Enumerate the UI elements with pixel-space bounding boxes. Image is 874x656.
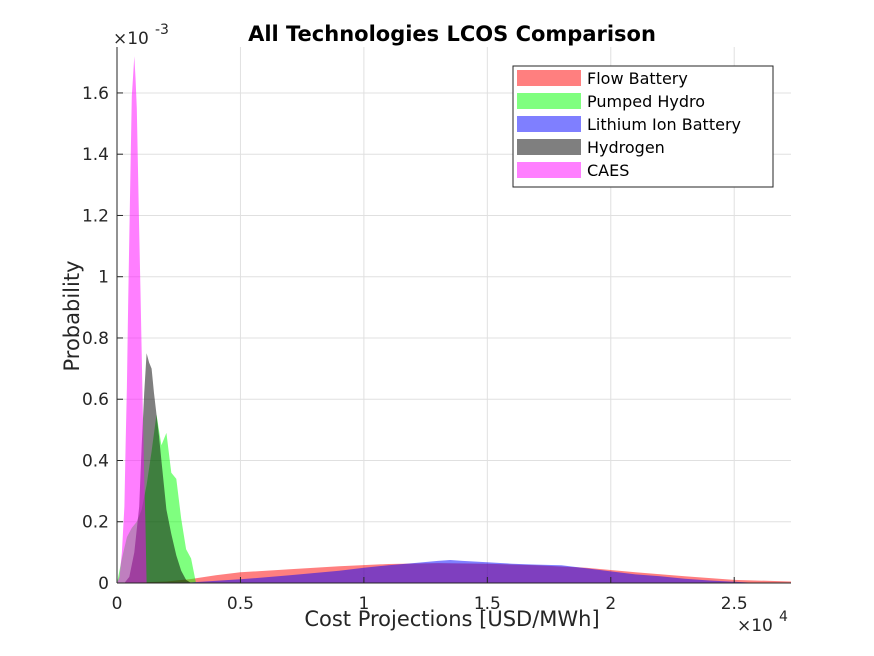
- series-area-lithium-ion-battery: [117, 560, 759, 583]
- y-tick-label: 1.6: [82, 84, 109, 104]
- series-area-caes: [117, 56, 147, 583]
- x-tick-label: 2.5: [721, 594, 748, 614]
- axes: [116, 47, 791, 584]
- y-tick-label: 0: [98, 574, 109, 594]
- legend-label-flow-battery: Flow Battery: [587, 69, 688, 88]
- x-multiplier: ×10: [737, 616, 773, 636]
- legend-swatch-caes: [517, 162, 581, 178]
- legend-label-hydrogen: Hydrogen: [587, 138, 665, 157]
- legend-swatch-hydrogen: [517, 139, 581, 155]
- y-tick-label: 1: [98, 268, 109, 288]
- y-axis-label: Probability: [60, 260, 84, 371]
- y-ticks: 0 0.2 0.4 0.6 0.8 1 1.2 1.4 1.6: [82, 84, 123, 594]
- x-tick-label: 0.5: [227, 594, 254, 614]
- x-ticks: 0 0.5 1 1.5 2 2.5: [112, 577, 748, 614]
- legend-label-lithium-ion-battery: Lithium Ion Battery: [587, 115, 741, 134]
- x-exponent: 4: [779, 609, 788, 625]
- legend-swatch-pumped-hydro: [517, 93, 581, 109]
- y-exponent-label: ×10 -3: [113, 22, 169, 49]
- x-exponent-label: ×10 4: [737, 609, 788, 636]
- legend-items: Flow Battery Pumped Hydro Lithium Ion Batt…: [517, 69, 741, 180]
- y-exponent: -3: [155, 22, 169, 38]
- y-tick-label: 0.6: [82, 390, 109, 410]
- x-axis-label: Cost Projections [USD/MWh]: [304, 607, 599, 631]
- y-multiplier: ×10: [113, 29, 149, 49]
- x-tick-label: 1: [358, 594, 369, 614]
- series-layer: [117, 56, 791, 583]
- x-tick-label: 2: [605, 594, 616, 614]
- y-tick-label: 0.8: [82, 329, 109, 349]
- x-tick-label: 1.5: [474, 594, 501, 614]
- y-tick-label: 0.4: [82, 451, 109, 471]
- legend-label-pumped-hydro: Pumped Hydro: [587, 92, 705, 111]
- legend-label-caes: CAES: [587, 161, 629, 180]
- chart-title: All Technologies LCOS Comparison: [248, 22, 656, 46]
- legend: Flow Battery Pumped Hydro Lithium Ion Batt…: [512, 65, 774, 188]
- legend-swatch-flow-battery: [517, 70, 581, 86]
- y-tick-label: 1.2: [82, 206, 109, 226]
- y-tick-label: 0.2: [82, 513, 109, 533]
- y-tick-label: 1.4: [82, 145, 109, 165]
- legend-swatch-lithium-ion-battery: [517, 116, 581, 132]
- x-tick-label: 0: [112, 594, 123, 614]
